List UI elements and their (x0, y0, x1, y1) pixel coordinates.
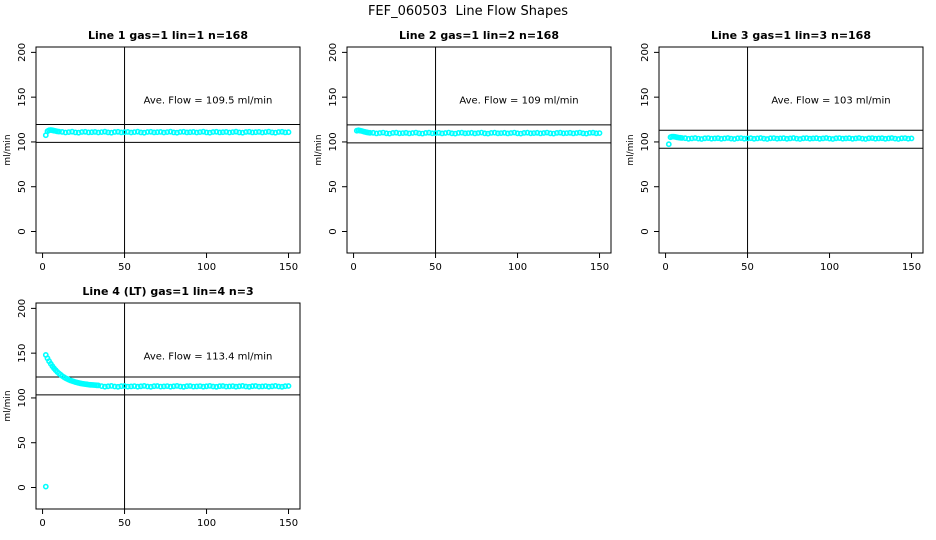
x-tick-label: 100 (197, 518, 216, 529)
y-axis-label: ml/min (314, 134, 324, 165)
x-tick-label: 50 (429, 262, 442, 273)
y-tick-label: 100 (17, 388, 28, 407)
ave-flow-annotation: Ave. Flow = 109.5 ml/min (144, 96, 273, 107)
panel-title: Line 2 gas=1 lin=2 n=168 (399, 29, 559, 42)
y-tick-label: 200 (640, 43, 651, 62)
panel-title: Line 1 gas=1 lin=1 n=168 (88, 29, 248, 42)
data-points (665, 133, 915, 148)
data-points (353, 127, 603, 137)
x-tick-label: 100 (508, 262, 527, 273)
x-tick-label: 0 (39, 518, 45, 529)
x-tick-label: 0 (350, 262, 356, 273)
y-tick-label: 150 (17, 344, 28, 363)
y-tick-label: 50 (328, 180, 339, 193)
ave-flow-annotation: Ave. Flow = 113.4 ml/min (144, 352, 273, 363)
y-axis-label: ml/min (3, 134, 13, 165)
ave-flow-annotation: Ave. Flow = 109 ml/min (459, 96, 578, 107)
y-tick-label: 50 (17, 436, 28, 449)
y-tick-label: 200 (17, 43, 28, 62)
x-tick-label: 50 (118, 518, 131, 529)
y-tick-label: 0 (328, 228, 339, 234)
x-tick-label: 100 (197, 262, 216, 273)
y-tick-label: 0 (17, 228, 28, 234)
y-tick-label: 50 (640, 180, 651, 193)
x-tick-label: 150 (590, 262, 609, 273)
y-tick-label: 100 (328, 132, 339, 151)
data-points (42, 351, 292, 490)
y-tick-label: 200 (17, 299, 28, 318)
y-tick-label: 50 (17, 180, 28, 193)
plot-box (658, 46, 924, 254)
panel-line-4: Line 4 (LT) gas=1 lin=4 n=3 0 50 100 150 0 50 1… (3, 285, 301, 529)
panel-line-1: Line 1 gas=1 lin=1 n=168 0 50 100 150 0 50 100 1… (3, 29, 301, 273)
panel-title: Line 3 gas=1 lin=3 n=168 (711, 29, 871, 42)
y-tick-label: 100 (640, 132, 651, 151)
panel-line-3: Line 3 gas=1 lin=3 n=168 0 50 100 150 0 50 100 1… (626, 29, 924, 273)
y-tick-label: 100 (17, 132, 28, 151)
panel-title: Line 4 (LT) gas=1 lin=4 n=3 (82, 285, 253, 298)
x-tick-label: 0 (39, 262, 45, 273)
x-tick-label: 50 (118, 262, 131, 273)
y-tick-label: 0 (17, 484, 28, 490)
panel-line-2: Line 2 gas=1 lin=2 n=168 0 50 100 150 0 50 100 1… (314, 29, 612, 273)
plot-box (35, 302, 301, 510)
y-tick-label: 150 (640, 88, 651, 107)
x-tick-label: 150 (279, 262, 298, 273)
y-tick-label: 0 (640, 228, 651, 234)
x-tick-label: 0 (662, 262, 668, 273)
x-tick-label: 100 (820, 262, 839, 273)
y-axis-label: ml/min (3, 390, 13, 421)
y-axis-label: ml/min (626, 134, 636, 165)
data-points (42, 127, 292, 139)
main-title: FEF_060503 Line Flow Shapes (367, 4, 569, 19)
x-tick-label: 150 (279, 518, 298, 529)
y-tick-label: 150 (17, 88, 28, 107)
plot-box (35, 46, 301, 254)
x-tick-label: 50 (741, 262, 754, 273)
x-tick-label: 150 (902, 262, 921, 273)
plot-box (346, 46, 612, 254)
y-tick-label: 150 (328, 88, 339, 107)
ave-flow-annotation: Ave. Flow = 103 ml/min (771, 96, 890, 107)
y-tick-label: 200 (328, 43, 339, 62)
